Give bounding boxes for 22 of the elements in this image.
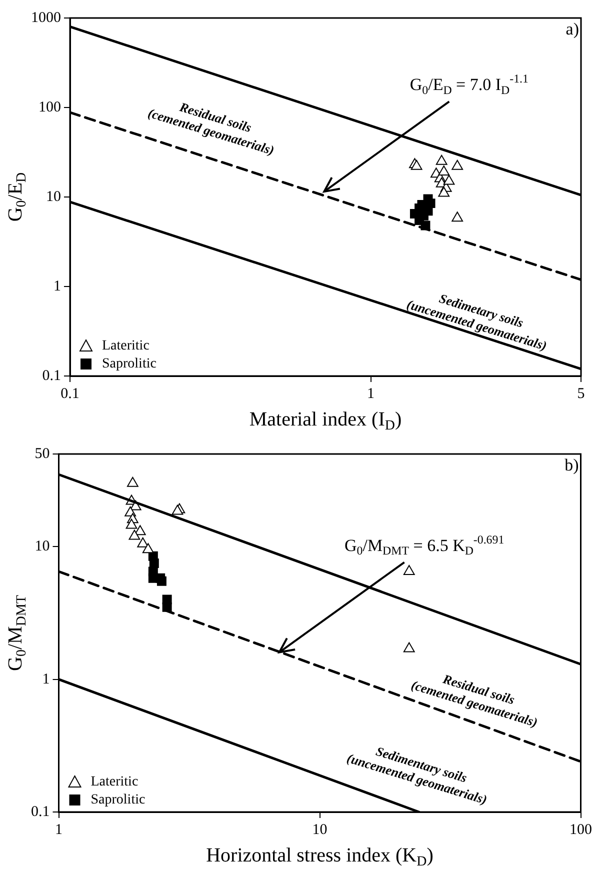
y-axis-title: G0/MDMT (4, 594, 30, 671)
y-tick-label: 100 (38, 99, 61, 116)
x-tick-label: 1 (367, 386, 375, 402)
y-tick-label: 1 (54, 278, 61, 294)
legend-label: Saprolitic (102, 356, 156, 372)
x-tick-label: 5 (577, 386, 585, 402)
legend-label: Lateritic (90, 774, 138, 790)
y-tick-label: 10 (46, 188, 61, 205)
x-tick-label: 100 (570, 822, 592, 838)
y-tick-label: 10 (34, 538, 50, 555)
annotation: a) (566, 19, 580, 38)
legend-label: Lateritic (102, 338, 150, 354)
legend-label: Saprolitic (90, 792, 146, 808)
annotation: b) (564, 455, 579, 474)
y-tick-label: 0.1 (31, 804, 50, 820)
y-tick-label: 1000 (31, 10, 61, 26)
y-tick-label: 1 (42, 671, 50, 688)
y-tick-label: 50 (34, 446, 50, 462)
y-tick-label: 0.1 (42, 368, 61, 384)
x-tick-label: 0.1 (60, 386, 80, 402)
y-axis-title: G0/ED (4, 172, 30, 222)
x-tick-label: 10 (312, 822, 328, 838)
